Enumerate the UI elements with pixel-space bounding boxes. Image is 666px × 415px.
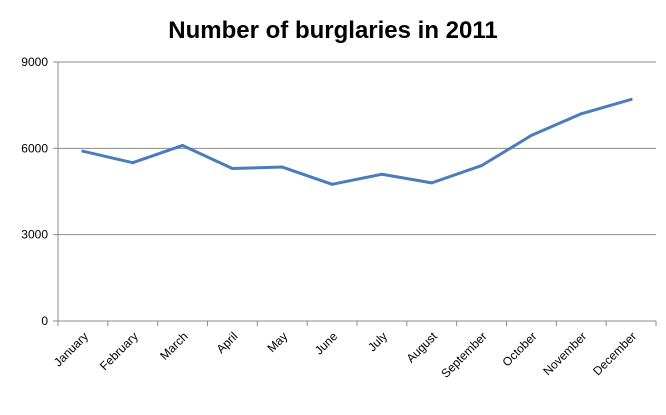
series-line [81,97,633,186]
gridlines [58,61,656,236]
x-tick-label: March [157,329,190,362]
x-tick-label: October [499,329,539,369]
x-tick-label: December [590,329,639,378]
x-tick-label: June [312,329,341,358]
data-point [579,112,583,116]
y-tick-label: 9000 [21,55,48,69]
data-point [529,133,533,137]
x-tick-label: July [365,329,390,354]
x-tick-label: January [51,329,91,369]
data-point [181,143,185,147]
x-axis-tick-labels: January February March April May June July Augu… [51,329,639,381]
axes [53,61,657,326]
x-tick-label: April [214,329,241,356]
x-tick-label: September [438,329,489,380]
y-tick-label: 3000 [21,228,48,242]
data-point [430,181,434,185]
data-point [131,161,135,165]
y-tick-label: 6000 [21,141,48,155]
x-tick-label: May [264,329,290,355]
data-point [330,182,334,186]
data-point [230,166,234,170]
y-tick-label: 0 [41,314,48,328]
data-point [480,164,484,168]
data-point [380,172,384,176]
x-tick-label: August [404,329,441,366]
x-tick-label: November [540,329,589,378]
series-layer [81,97,633,186]
chart-title: Number of burglaries in 2011 [168,17,497,44]
y-axis-tick-labels: 0 3000 6000 9000 [21,55,48,328]
x-tick-label: February [97,329,141,373]
data-point [629,97,633,101]
data-point [280,165,284,169]
data-point [81,149,85,153]
